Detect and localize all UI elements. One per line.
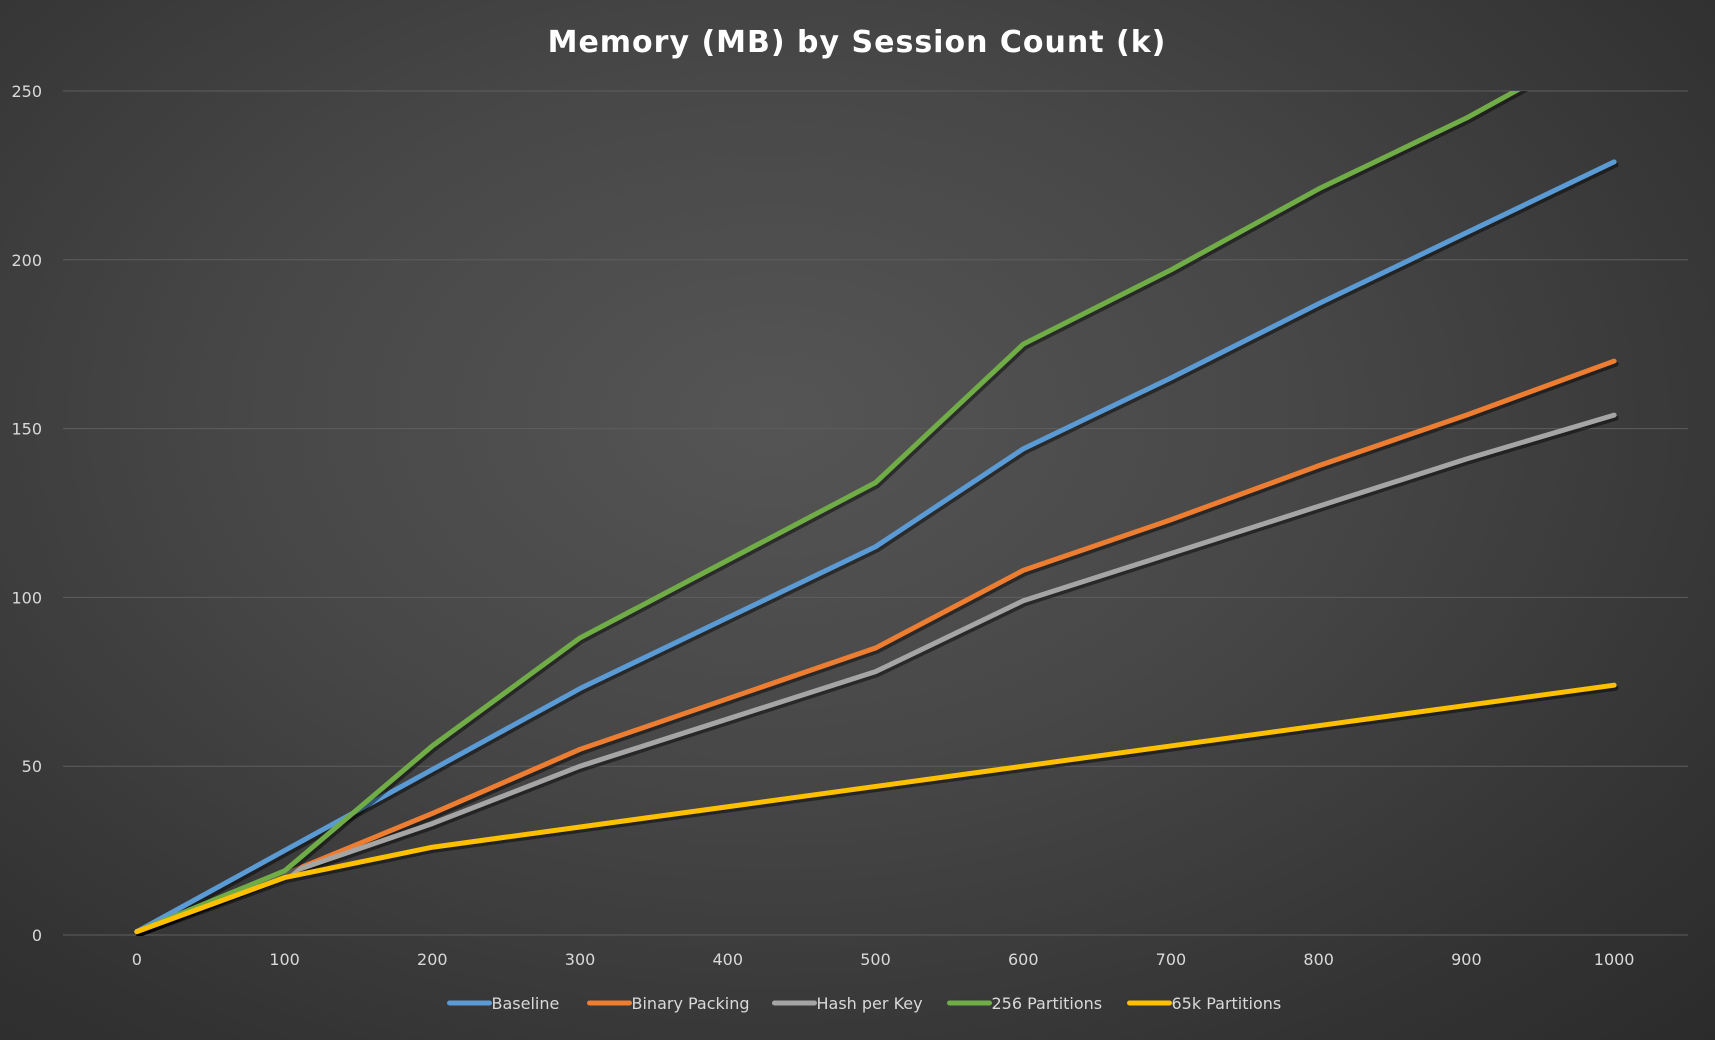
data-point [1021,342,1026,347]
x-tick-label: 500 [860,950,891,969]
data-point [134,929,140,934]
data-point [1168,551,1174,556]
data-point [1316,723,1321,728]
legend-label: Hash per Key [817,994,923,1013]
data-point [430,811,435,816]
data-point [1168,267,1174,273]
chart-title: Memory (MB) by Session Count (k) [548,25,1167,60]
data-point [577,635,583,641]
data-point [577,764,583,769]
data-point [577,747,583,752]
data-point [725,615,730,620]
y-tick-label: 200 [11,251,42,270]
x-tick-label: 1000 [1594,950,1635,969]
x-tick-label: 700 [1156,950,1187,969]
y-axis: 0 50 100 150 200 250 [11,82,42,945]
legend-label: Baseline [492,994,560,1013]
data-point [725,804,730,809]
legend-item: Binary Packing [587,994,750,1013]
legend: Baseline Binary Packing Hash per Key 256 Pa… [447,994,1282,1013]
data-point [1611,412,1617,418]
x-tick-label: 800 [1303,950,1334,969]
data-point [873,480,878,485]
y-tick-label: 100 [11,588,42,607]
x-tick-label: 100 [269,950,300,969]
data-point [873,669,878,674]
legend-label: 256 Partitions [992,994,1103,1013]
x-tick-label: 400 [712,950,743,969]
data-point [1021,446,1026,452]
y-tick-label: 50 [22,757,42,776]
data-point [873,784,878,789]
y-tick-label: 150 [11,420,42,439]
x-tick-label: 200 [417,950,448,969]
data-point [725,716,730,722]
x-tick-label: 0 [132,950,142,969]
series-shadow [136,91,1529,936]
data-point [430,821,435,826]
y-tick-label: 0 [32,926,42,945]
data-point [1021,568,1026,573]
series-layer [134,35,1619,936]
data-point [1464,703,1469,708]
data-point [282,875,287,880]
data-point [1316,301,1321,306]
y-tick-label: 250 [11,82,42,101]
series-shadow [136,415,1619,936]
data-point [1611,682,1617,688]
data-point [1021,764,1026,769]
data-point [1168,375,1174,381]
series-shadow [136,685,1619,936]
data-point [1464,115,1469,121]
data-point [725,558,730,563]
data-point [1612,35,1616,39]
legend-item: 65k Partitions [1127,994,1282,1013]
data-point [1611,358,1617,364]
data-point [1464,412,1469,418]
data-point [1464,456,1469,462]
x-tick-label: 600 [1008,950,1039,969]
data-point [1168,517,1174,522]
data-point [1316,186,1321,192]
legend-item: Baseline [447,994,560,1013]
legend-item: 256 Partitions [947,994,1103,1013]
gridlines [63,90,1688,936]
data-point [1168,743,1174,749]
x-tick-label: 300 [565,950,596,969]
legend-label: 65k Partitions [1172,994,1282,1013]
x-tick-label: 900 [1451,950,1482,969]
legend-label: Binary Packing [632,994,750,1013]
series-shadow [136,361,1619,936]
data-point [1316,463,1321,468]
data-point [282,848,287,853]
data-point [430,845,435,850]
legend-item: Hash per Key [772,994,923,1013]
data-point [1021,598,1026,603]
series-shadow [136,162,1619,936]
data-point [577,686,583,691]
data-point [1316,504,1321,509]
data-point [1464,230,1469,235]
data-point [873,544,878,549]
x-axis: 0 100 200 300 400 500 600 700 800 900 1000 [132,950,1635,969]
data-point [430,767,435,772]
data-point [725,696,730,701]
data-point [1611,159,1617,165]
data-point [430,743,435,749]
data-point [873,645,878,651]
data-point [577,824,583,830]
data-point [282,868,287,874]
